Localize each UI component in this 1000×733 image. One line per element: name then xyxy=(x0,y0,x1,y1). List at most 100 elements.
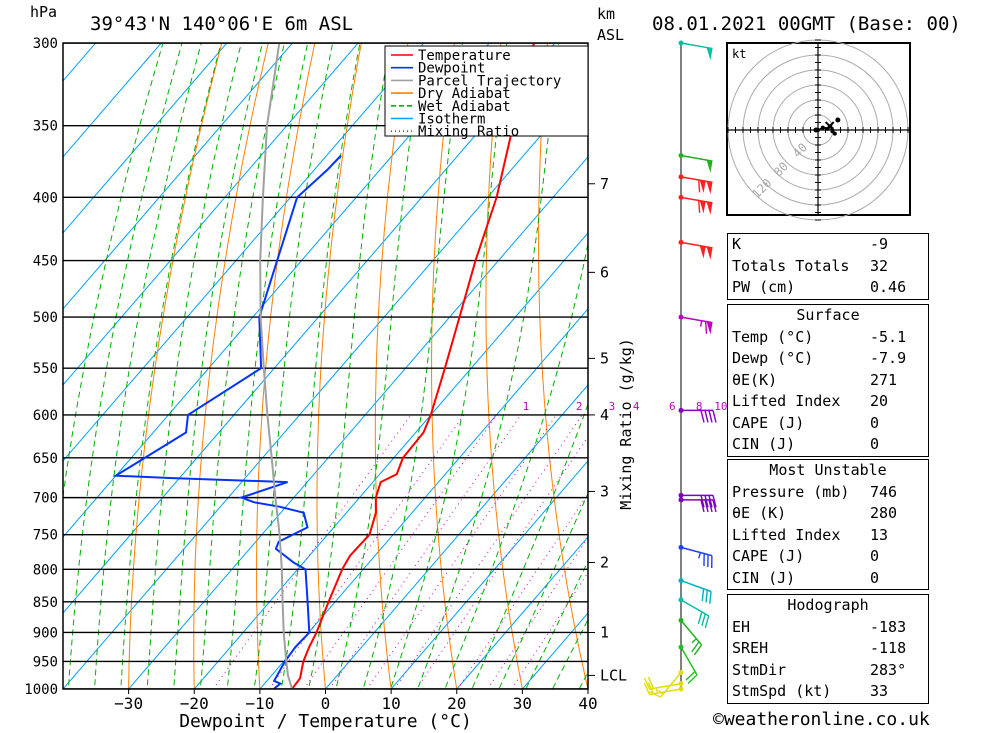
wind-barb-flag xyxy=(706,181,713,195)
isotherm-line xyxy=(63,43,228,234)
copyright-link[interactable]: ©weatheronline.co.uk xyxy=(713,709,930,730)
wind-barb-feather xyxy=(709,591,712,604)
dry-adiabat-line xyxy=(431,43,458,689)
wind-barb-feather xyxy=(698,200,701,213)
isotherm-line xyxy=(63,43,425,462)
wind-barb-feather xyxy=(643,682,651,695)
wind-barb-feather xyxy=(704,499,709,513)
wet-adiabat-line xyxy=(280,43,361,689)
wet-adiabat-line xyxy=(362,43,463,689)
wind-barb-feather xyxy=(700,410,705,423)
wind-level-dot xyxy=(678,670,684,676)
x-tick-label: 20 xyxy=(447,694,466,713)
wind-barb xyxy=(643,676,684,690)
wind-barb-feather xyxy=(647,682,655,695)
wind-barb-half-feather xyxy=(698,552,701,559)
mixing-ratio-axis-title: Mixing Ratio (g/kg) xyxy=(617,338,635,510)
wet-adiabat-line xyxy=(335,43,425,689)
wind-barb xyxy=(678,194,713,215)
wind-barb xyxy=(678,153,713,173)
wind-barb-feather xyxy=(701,613,706,626)
hodograph-stats-title: Hodograph xyxy=(787,596,869,614)
wind-barb xyxy=(678,40,713,61)
sounding-datetime: 08.01.2021 00GMT (Base: 00) xyxy=(652,13,961,35)
wet-adiabat-line xyxy=(444,241,588,689)
hodograph-origin-dot xyxy=(813,127,819,133)
most-unstable-row: Pressure (mb) 746 xyxy=(732,482,898,501)
wet-adiabat-line xyxy=(253,43,334,689)
x-tick-label: −10 xyxy=(245,694,274,713)
wind-level-dot xyxy=(678,407,684,413)
km-tick-label: 1 xyxy=(600,623,609,641)
wind-barb xyxy=(678,497,717,513)
wet-adiabat-line xyxy=(173,43,263,689)
legend-label: Dry Adiabat xyxy=(418,86,511,102)
x-tick-label: 0 xyxy=(321,694,331,713)
wind-level-dot xyxy=(678,644,684,650)
wind-barb xyxy=(649,670,684,698)
mixing-ratio-value-label: 6 xyxy=(669,400,676,413)
wind-barb-shaft xyxy=(649,688,682,696)
pressure-tick-label: 650 xyxy=(33,451,58,467)
wind-barb-feather xyxy=(691,641,700,653)
wind-barb xyxy=(678,544,713,569)
mixing-ratio-value-label: 4 xyxy=(633,400,640,413)
series-dewpoint-line xyxy=(112,154,342,689)
wind-barb xyxy=(678,644,698,684)
dry-adiabat-line xyxy=(193,43,269,689)
isotherm-line xyxy=(259,308,588,689)
pressure-tick-label: 400 xyxy=(33,190,58,206)
wind-level-dot xyxy=(678,153,684,159)
dry-adiabat-line xyxy=(128,43,223,689)
wind-level-dot xyxy=(678,497,684,503)
isotherm-line xyxy=(390,460,588,689)
wind-level-dot xyxy=(678,597,684,603)
wet-adiabat-line xyxy=(199,43,285,689)
km-tick-label: 4 xyxy=(600,406,609,424)
wind-barb-flag xyxy=(706,47,713,61)
legend-label: Isotherm xyxy=(418,112,485,128)
isotherm-line xyxy=(324,384,588,689)
mixing-ratio-line xyxy=(303,414,498,689)
dry-adiabat-line xyxy=(374,43,409,689)
legend-label: Wet Adiabat xyxy=(418,99,511,115)
storm-motion-marker xyxy=(824,121,835,131)
wet-adiabat-line xyxy=(307,43,391,689)
dry-adiabat-line xyxy=(256,43,316,689)
km-tick-label: 6 xyxy=(600,263,609,281)
wind-barb-shaft xyxy=(680,599,710,617)
hodograph-point xyxy=(820,125,825,130)
isotherm-line xyxy=(127,156,588,689)
most-unstable-table: Most Unstable Pressure (mb) 746 θE (K) 280… xyxy=(727,459,929,590)
wet-adiabat-line xyxy=(471,402,588,689)
wind-barb-flag xyxy=(706,160,713,173)
wind-barb-flag xyxy=(706,201,713,215)
wind-level-dot xyxy=(678,174,684,180)
chart-series xyxy=(112,43,535,689)
surface-title: Surface xyxy=(796,306,860,324)
legend-label: Parcel Trajectory xyxy=(418,73,561,89)
wet-adiabat-line xyxy=(389,43,508,689)
wet-adiabat-line xyxy=(94,43,202,689)
mixing-ratio-value-label: 1 xyxy=(523,400,530,413)
x-tick-label: −20 xyxy=(180,694,209,713)
series-parcel-trajectory-line xyxy=(259,43,293,689)
most-unstable-row: Lifted Index 13 xyxy=(732,525,889,544)
hodograph-stats-row: StmDir 283° xyxy=(732,660,907,679)
mixing-ratio-value-label: 8 xyxy=(696,400,703,413)
pressure-tick-label: 750 xyxy=(33,528,58,544)
isotherm-line xyxy=(63,43,162,158)
wind-level-dot xyxy=(678,40,684,46)
wind-barb-feather xyxy=(643,677,651,690)
wind-barb-feather xyxy=(685,670,696,681)
x-tick-label: 10 xyxy=(381,694,400,713)
mixing-ratio-line xyxy=(268,414,465,689)
wind-barb-flag xyxy=(699,200,706,214)
wind-barb-flag xyxy=(699,245,706,259)
wind-barb xyxy=(678,578,712,604)
wind-barb-feather xyxy=(701,588,705,602)
surface-row: Temp (°C) -5.1 xyxy=(732,327,907,346)
most-unstable-title: Most Unstable xyxy=(769,461,887,479)
wind-barb-feather xyxy=(693,644,703,656)
wind-barb-half-feather xyxy=(691,638,697,644)
